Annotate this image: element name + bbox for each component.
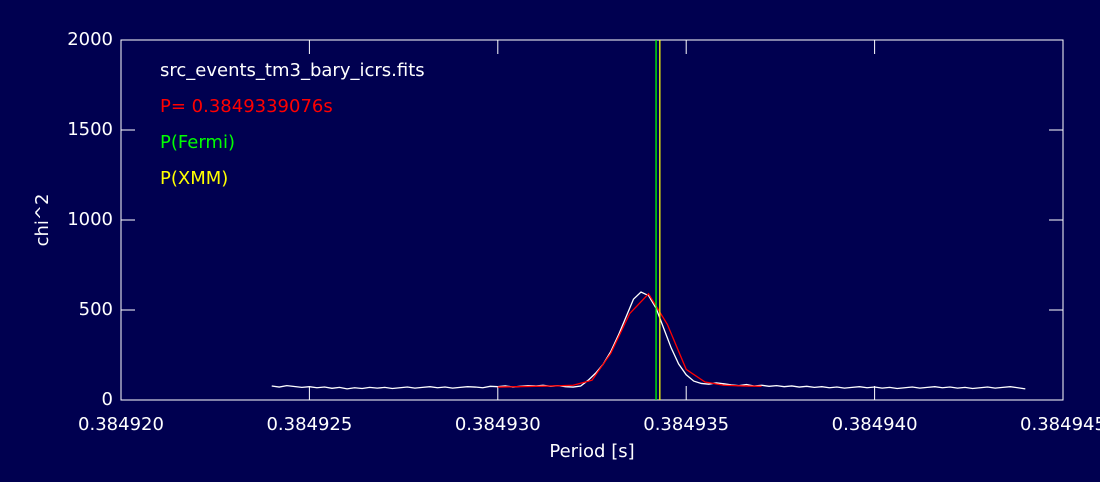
legend-label: P= 0.3849339076s <box>160 96 333 117</box>
x-tick-label: 0.384925 <box>266 414 352 435</box>
x-axis-label: Period [s] <box>549 441 634 462</box>
x-tick-label: 0.384940 <box>832 414 918 435</box>
x-tick-label: 0.384920 <box>78 414 164 435</box>
y-tick-label: 1000 <box>67 209 113 230</box>
x-tick-label: 0.384945 <box>1020 414 1100 435</box>
y-tick-label: 1500 <box>67 119 113 140</box>
y-tick-label: 2000 <box>67 29 113 50</box>
series-line <box>271 291 1026 390</box>
y-tick-label: 0 <box>102 389 113 410</box>
x-tick-label: 0.384935 <box>643 414 729 435</box>
legend-label: src_events_tm3_bary_icrs.fits <box>160 60 425 81</box>
series-line <box>497 292 762 388</box>
y-axis-label: chi^2 <box>32 194 53 247</box>
y-tick-label: 500 <box>79 299 113 320</box>
plot-frame <box>120 39 1064 401</box>
x-tick-label: 0.384930 <box>455 414 541 435</box>
legend-label: P(XMM) <box>160 168 228 189</box>
legend-label: P(Fermi) <box>160 132 235 153</box>
